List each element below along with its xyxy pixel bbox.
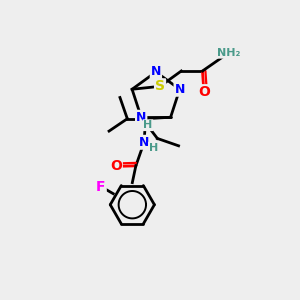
Text: H: H (149, 142, 158, 153)
Text: F: F (96, 180, 106, 194)
Text: H: H (143, 120, 153, 130)
Text: NH₂: NH₂ (217, 48, 241, 58)
Text: O: O (110, 159, 122, 173)
Text: N: N (136, 111, 146, 124)
Text: N: N (139, 136, 149, 149)
Text: O: O (198, 85, 210, 99)
Text: S: S (155, 79, 165, 93)
Text: N: N (175, 83, 185, 96)
Text: N: N (151, 65, 161, 79)
